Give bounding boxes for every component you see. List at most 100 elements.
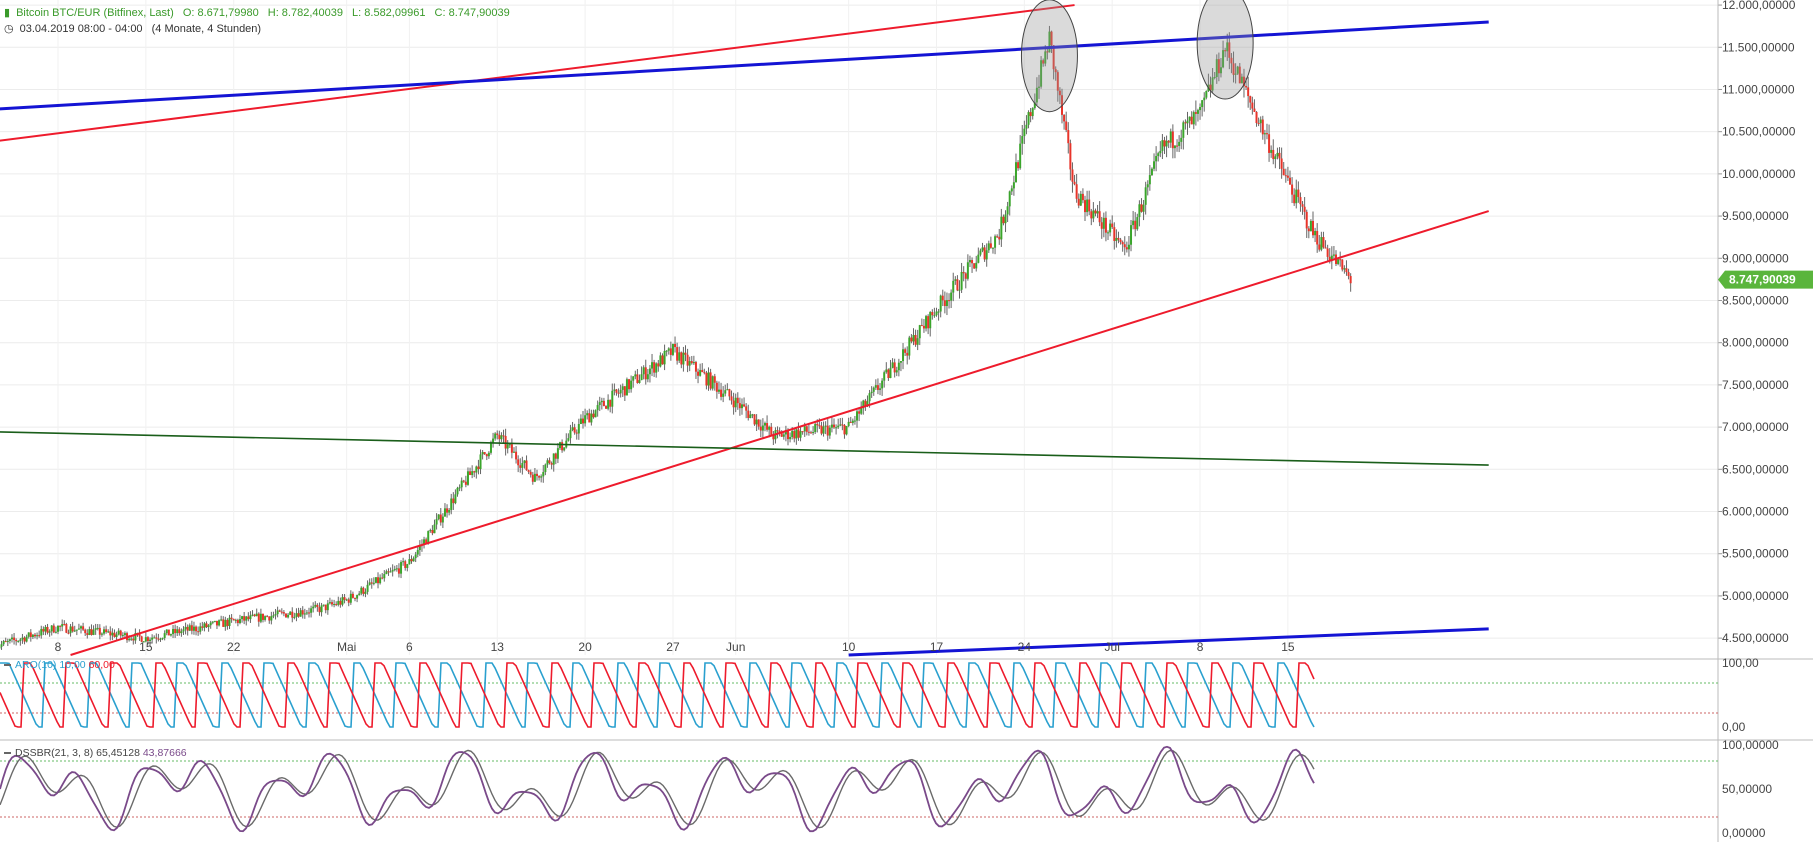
candle-up — [1037, 86, 1040, 88]
candle-down — [113, 632, 116, 637]
candle-up — [500, 435, 503, 440]
candle-up — [1000, 216, 1003, 240]
candle-down — [90, 629, 93, 635]
candle-down — [1268, 134, 1271, 153]
candle-up — [1259, 119, 1262, 124]
candlestick-series — [0, 25, 1352, 650]
candle-up — [224, 619, 227, 627]
candle-up — [406, 564, 409, 568]
candle-up — [429, 530, 432, 532]
candle-up — [1309, 220, 1312, 232]
candle-up — [391, 570, 394, 572]
candle-down — [1297, 189, 1300, 198]
candle-up — [69, 626, 72, 634]
candle-down — [38, 635, 41, 637]
candle-up — [218, 620, 221, 626]
candle-down — [529, 471, 532, 475]
candle-up — [632, 376, 635, 381]
candle-down — [849, 421, 852, 423]
candle-down — [1339, 259, 1342, 261]
time-axis[interactable]: 8 15 22 Mai 6 13 20 27 Jun 10 17 24 Jul 8 15 — [55, 640, 1295, 654]
candle-up — [1157, 153, 1160, 157]
candle-down — [1230, 57, 1233, 64]
candle-down — [973, 263, 976, 269]
candle-down — [538, 476, 541, 478]
candle-up — [546, 460, 549, 465]
candle-up — [1314, 230, 1317, 236]
candle-up — [295, 613, 298, 617]
candle-up — [1201, 100, 1204, 108]
candle-up — [692, 362, 695, 364]
candle-up — [314, 604, 317, 607]
candle-down — [1117, 237, 1120, 240]
candle-up — [272, 615, 275, 617]
instrument-name[interactable]: Bitcoin BTC/EUR (Bitfinex, Last) — [16, 7, 174, 19]
candle-up — [395, 568, 398, 570]
candle-down — [753, 414, 756, 425]
candle-down — [887, 369, 890, 378]
candle-up — [958, 289, 961, 291]
candle-down — [759, 426, 762, 431]
candle-down — [582, 418, 585, 424]
candle-down — [554, 453, 557, 459]
candle-down — [387, 571, 390, 573]
candle-down — [1278, 152, 1281, 159]
candle-down — [284, 613, 287, 618]
candle-up — [521, 463, 524, 468]
candle-up — [8, 639, 11, 642]
candle-up — [333, 603, 336, 605]
candle-up — [414, 554, 417, 559]
candle-up — [977, 254, 980, 263]
aroon-legend[interactable]: ARO(10) 10,00 60,00 — [4, 659, 115, 671]
candle-up — [1035, 87, 1038, 103]
candle-down — [893, 362, 896, 373]
candle-down — [1065, 121, 1068, 131]
candle-down — [793, 430, 796, 439]
candle-up — [552, 453, 555, 465]
candle-down — [1134, 220, 1137, 230]
candle-down — [703, 372, 706, 374]
candle-up — [542, 472, 545, 477]
dss-legend[interactable]: DSSBR(21, 3, 8) 65,45128 43,87666 — [4, 747, 187, 759]
candle-up — [389, 571, 392, 573]
candle-up — [933, 315, 936, 317]
candle-up — [176, 629, 179, 634]
candle-down — [339, 600, 342, 605]
candle-up — [512, 451, 515, 453]
candle-down — [713, 376, 716, 383]
candle-up — [663, 350, 666, 365]
candle-up — [711, 376, 714, 389]
price-tick-label: 12.000,00000 — [1722, 0, 1796, 12]
candle-down — [709, 372, 712, 389]
candle-up — [1086, 199, 1089, 213]
candle-down — [1125, 247, 1128, 250]
candle-up — [450, 498, 453, 510]
candle-up — [1165, 140, 1168, 147]
candle-down — [628, 379, 631, 390]
candle-down — [998, 236, 1001, 240]
candle-down — [914, 335, 917, 345]
candle-up — [121, 635, 124, 637]
candle-up — [567, 438, 570, 441]
price-axis[interactable]: 12.000,00000 11.500,00000 11.000,00000 10.5… — [1717, 0, 1796, 842]
candle-up — [1343, 268, 1346, 270]
candle-up — [1096, 211, 1099, 214]
candle-up — [523, 460, 526, 464]
time-grid — [57, 0, 1289, 655]
candle-up — [722, 393, 725, 397]
candle-up — [902, 349, 905, 362]
candle-down — [1077, 198, 1080, 206]
price-tick-label: 6.000,00000 — [1722, 505, 1789, 519]
candle-up — [879, 388, 882, 390]
aroon-name: ARO(10) — [15, 659, 57, 671]
dss-tick-label: 100,00000 — [1722, 738, 1779, 752]
candle-down — [33, 634, 36, 637]
candle-up — [274, 614, 277, 616]
candle-down — [743, 404, 746, 407]
candle-up — [897, 362, 900, 371]
time-tick-label: 24 — [1018, 640, 1032, 654]
candle-down — [4, 641, 7, 643]
candle-down — [1228, 42, 1231, 58]
candle-up — [621, 386, 624, 390]
candle-down — [1052, 45, 1055, 70]
